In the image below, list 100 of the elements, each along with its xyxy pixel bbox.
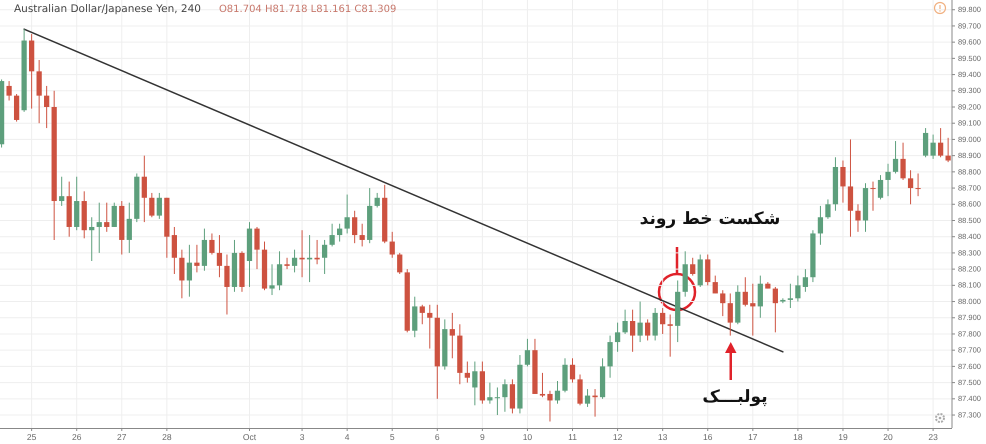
candlestick bbox=[878, 174, 884, 200]
candlestick bbox=[908, 170, 914, 205]
candlestick bbox=[938, 128, 944, 158]
x-tick-label: Oct bbox=[242, 432, 257, 442]
candlestick bbox=[427, 304, 432, 350]
candlestick bbox=[44, 85, 50, 129]
candlestick bbox=[487, 382, 493, 404]
candlestick bbox=[660, 308, 666, 334]
candlestick bbox=[885, 163, 891, 197]
x-tick-label: 9 bbox=[480, 432, 485, 442]
candlestick bbox=[149, 192, 154, 218]
x-tick-label: 26 bbox=[72, 432, 82, 442]
candlestick bbox=[142, 155, 147, 223]
candlestick bbox=[622, 309, 628, 334]
candlestick bbox=[614, 322, 620, 352]
candlestick bbox=[788, 283, 793, 309]
x-tick-label: 12 bbox=[612, 432, 623, 442]
candlestick bbox=[750, 283, 756, 336]
candlestick bbox=[179, 249, 185, 299]
candlestick bbox=[397, 252, 402, 274]
candlestick bbox=[712, 275, 718, 294]
x-tick-label: 23 bbox=[928, 432, 938, 442]
candlestick bbox=[705, 254, 710, 286]
candlestick bbox=[224, 254, 230, 316]
candlestick bbox=[584, 388, 590, 408]
candlestick bbox=[720, 290, 726, 317]
candlestick bbox=[374, 192, 380, 208]
candlestick bbox=[172, 226, 177, 274]
candlestick bbox=[322, 239, 328, 274]
x-tick-label: 4 bbox=[344, 432, 350, 442]
candlestick bbox=[795, 275, 801, 302]
candlestick bbox=[112, 202, 117, 228]
candlestick bbox=[915, 172, 921, 197]
candlestick bbox=[742, 276, 748, 307]
candlestick bbox=[494, 386, 500, 416]
x-tick-label: 25 bbox=[26, 432, 37, 442]
candlestick bbox=[855, 204, 861, 232]
x-tick-label: 3 bbox=[300, 432, 305, 442]
candlestick bbox=[547, 390, 553, 422]
annotation: شکست خط روند bbox=[640, 209, 780, 229]
candlestick bbox=[900, 142, 906, 180]
candlestick bbox=[668, 314, 673, 358]
candlestick bbox=[59, 176, 64, 206]
candlestick bbox=[156, 192, 162, 220]
candlestick bbox=[186, 244, 192, 298]
candlestick bbox=[728, 292, 733, 336]
candlestick bbox=[292, 249, 298, 273]
candlestick bbox=[870, 181, 876, 212]
candlestick bbox=[390, 231, 395, 258]
candlestick bbox=[209, 232, 215, 256]
x-tick-label: 19 bbox=[838, 432, 848, 442]
candlestick bbox=[216, 234, 222, 278]
chart-subtitle: O81.704 H81.718 L81.161 C81.309 bbox=[218, 4, 396, 15]
x-tick-label: 11 bbox=[568, 432, 578, 442]
candlestick bbox=[825, 198, 831, 220]
candlestick bbox=[637, 301, 643, 343]
x-tick-label: 6 bbox=[434, 432, 440, 442]
chart-title: Australian Dollar/Japanese Yen, 240 bbox=[14, 3, 201, 15]
candlestick bbox=[524, 338, 530, 367]
x-tick-label: 13 bbox=[658, 432, 668, 442]
candlestick bbox=[352, 210, 358, 244]
candlestick bbox=[472, 361, 478, 406]
x-tick-label: 20 bbox=[883, 432, 894, 442]
candlestick bbox=[344, 194, 350, 234]
candlestick bbox=[772, 286, 778, 333]
candlestick bbox=[930, 134, 936, 160]
x-tick-label: 17 bbox=[748, 432, 758, 442]
candlestick bbox=[360, 223, 365, 247]
candlestick bbox=[104, 202, 110, 232]
candlestick bbox=[802, 268, 808, 292]
annotation: پولبـــک bbox=[702, 387, 768, 407]
candlestick bbox=[758, 275, 763, 318]
candlestick bbox=[892, 140, 898, 174]
candlestick bbox=[420, 304, 425, 325]
candlestick bbox=[276, 250, 282, 291]
candlestick bbox=[630, 309, 636, 352]
candlestick bbox=[89, 216, 94, 262]
candlestick bbox=[254, 226, 260, 270]
x-tick-label: 18 bbox=[793, 432, 803, 442]
candlestick bbox=[840, 160, 846, 204]
candlestick bbox=[502, 378, 508, 412]
x-tick-label: 28 bbox=[162, 432, 172, 442]
x-tick-label: 10 bbox=[522, 432, 532, 442]
candlestick bbox=[126, 202, 132, 254]
x-tick-label: 5 bbox=[390, 432, 395, 442]
candlestick bbox=[194, 244, 200, 273]
candlestick bbox=[922, 128, 928, 158]
candlestick bbox=[96, 202, 102, 254]
candlestick bbox=[946, 137, 951, 163]
candlestick bbox=[645, 318, 650, 341]
candlestick bbox=[818, 205, 824, 246]
candlestick bbox=[690, 257, 696, 276]
candlestick bbox=[450, 312, 455, 359]
x-tick-label: 16 bbox=[703, 432, 713, 442]
x-tick-label: 27 bbox=[117, 432, 127, 442]
candlestick bbox=[337, 223, 342, 242]
candlestick bbox=[464, 361, 470, 384]
candlestick bbox=[652, 308, 658, 341]
candlestick bbox=[329, 223, 335, 247]
candlestick bbox=[570, 358, 576, 384]
